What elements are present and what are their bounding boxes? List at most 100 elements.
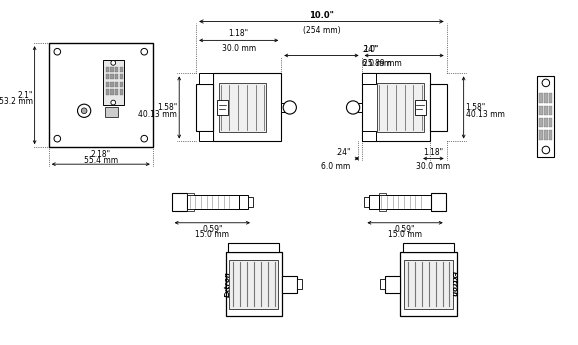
Bar	[539, 106, 543, 115]
Circle shape	[141, 135, 147, 142]
Bar	[229, 260, 279, 309]
Bar	[228, 243, 279, 252]
Text: 1.58": 1.58"	[157, 103, 177, 112]
Bar	[404, 260, 453, 309]
Bar	[120, 67, 123, 72]
Circle shape	[346, 101, 360, 114]
Text: (254 mm): (254 mm)	[303, 26, 340, 35]
Text: 25.89 mm: 25.89 mm	[364, 59, 402, 68]
Bar	[414, 100, 426, 115]
Bar	[539, 93, 543, 103]
Bar	[429, 84, 447, 131]
Text: 6.0 mm: 6.0 mm	[321, 162, 350, 171]
Bar	[217, 100, 228, 115]
Bar	[106, 74, 109, 79]
Text: 30.0 mm: 30.0 mm	[222, 44, 256, 53]
Bar	[199, 131, 213, 141]
Text: 40.13 mm: 40.13 mm	[465, 110, 505, 119]
Text: 0.59": 0.59"	[202, 225, 223, 234]
Text: 1.18": 1.18"	[229, 29, 249, 39]
Circle shape	[54, 135, 61, 142]
Text: 2.1": 2.1"	[17, 91, 33, 100]
Text: 2.18": 2.18"	[91, 149, 111, 158]
Bar	[49, 43, 153, 147]
Bar	[120, 89, 123, 95]
Bar	[369, 195, 379, 209]
Bar	[538, 76, 554, 157]
Bar	[110, 74, 114, 79]
Circle shape	[542, 146, 550, 154]
Bar	[110, 89, 114, 95]
Bar	[103, 60, 124, 105]
Bar	[380, 279, 385, 289]
Text: 1.0": 1.0"	[364, 45, 379, 53]
Text: 15.0 mm: 15.0 mm	[195, 230, 229, 239]
Bar	[187, 209, 194, 211]
Text: 30.0 mm: 30.0 mm	[416, 162, 450, 171]
Bar	[362, 131, 376, 141]
Circle shape	[542, 79, 550, 87]
Text: 15.0 mm: 15.0 mm	[388, 230, 422, 239]
Bar	[105, 107, 118, 117]
Bar	[239, 195, 248, 209]
Text: 0.59": 0.59"	[395, 225, 416, 234]
Bar	[115, 82, 118, 87]
Bar	[106, 67, 109, 72]
Bar	[431, 193, 446, 211]
Text: 6.0 mm: 6.0 mm	[362, 59, 391, 68]
Bar	[281, 103, 285, 112]
Bar	[544, 106, 548, 115]
Bar	[401, 252, 457, 316]
Bar	[549, 130, 553, 140]
Bar	[358, 103, 362, 112]
Bar	[539, 118, 543, 127]
Bar	[106, 82, 109, 87]
Bar	[297, 279, 302, 289]
Text: 55.4 mm: 55.4 mm	[84, 156, 118, 165]
Circle shape	[111, 60, 116, 65]
Bar	[544, 93, 548, 103]
Circle shape	[111, 100, 116, 105]
Bar	[248, 197, 253, 207]
Bar	[377, 83, 424, 132]
Text: 40.13 mm: 40.13 mm	[139, 110, 177, 119]
Bar	[385, 276, 401, 293]
Bar	[403, 243, 454, 252]
Bar	[199, 73, 213, 84]
Circle shape	[141, 48, 147, 55]
Bar	[187, 193, 194, 195]
Bar	[120, 82, 123, 87]
Bar	[379, 193, 386, 195]
Bar	[196, 84, 213, 131]
Circle shape	[283, 101, 297, 114]
Bar	[172, 193, 187, 211]
Bar	[115, 67, 118, 72]
Bar	[549, 118, 553, 127]
Text: 10.0": 10.0"	[309, 11, 334, 20]
Bar	[549, 93, 553, 103]
Bar	[379, 209, 386, 211]
Text: .24": .24"	[335, 148, 350, 157]
Bar	[120, 74, 123, 79]
Bar	[549, 106, 553, 115]
Bar	[110, 67, 114, 72]
Bar	[187, 195, 239, 209]
Bar	[379, 195, 431, 209]
Bar	[364, 197, 369, 207]
Bar	[544, 118, 548, 127]
Bar	[225, 252, 282, 316]
Bar	[213, 73, 281, 141]
Bar	[362, 73, 429, 141]
Text: Extron: Extron	[451, 271, 457, 297]
Bar	[106, 89, 109, 95]
Bar	[282, 276, 297, 293]
Bar	[115, 74, 118, 79]
Bar	[219, 83, 266, 132]
Circle shape	[81, 108, 87, 114]
Text: 1.18": 1.18"	[423, 148, 443, 157]
Circle shape	[77, 104, 91, 117]
Bar	[539, 130, 543, 140]
Circle shape	[54, 48, 61, 55]
Text: 1.58": 1.58"	[465, 103, 486, 112]
Bar	[544, 130, 548, 140]
